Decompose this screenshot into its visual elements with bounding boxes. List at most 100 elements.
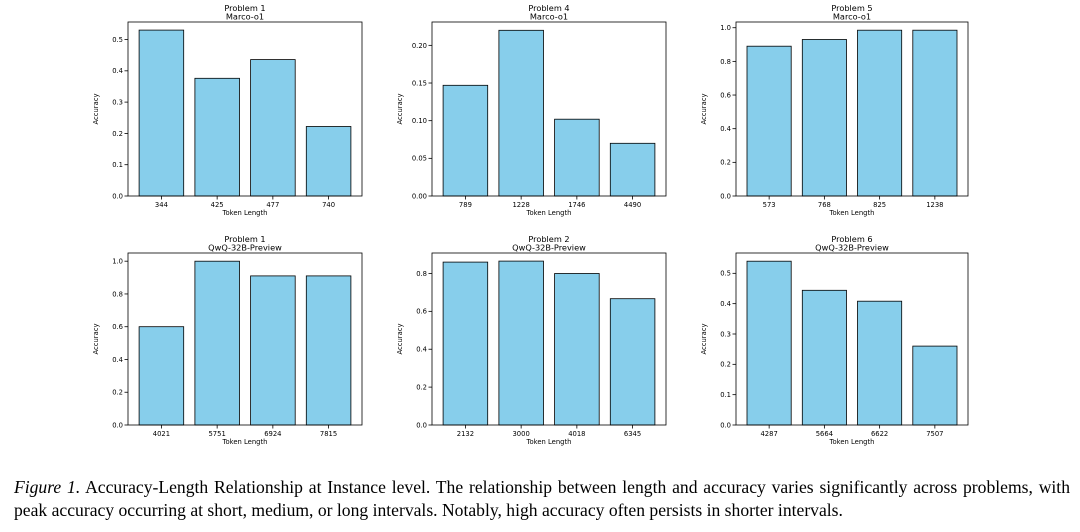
plot-frame	[127, 252, 363, 426]
y-tick-label: 0.2	[112, 389, 123, 397]
chart-panel-6: 4287 5664 6622 7507 0.0 0.1 0.2 0.3 0.4 0.5 Proble…	[700, 234, 969, 446]
figure-label: Figure 1.	[14, 477, 81, 497]
x-tick-label: 2132	[457, 430, 474, 438]
x-axis-label: Token Length	[829, 209, 875, 217]
chart-title: Problem 1	[224, 3, 265, 13]
bar-6345	[609, 298, 656, 426]
y-tick-label: 0.1	[720, 391, 731, 399]
y-tick-label: 0.8	[416, 270, 427, 278]
y-axis-label: Accuracy	[396, 93, 404, 124]
bar-1228	[498, 29, 544, 197]
y-axis-label: Accuracy	[92, 93, 100, 124]
chart-panel-3: 573 768 825 1238 0.0 0.2 0.4 0.6 0.8 1.0 Problem 5…	[700, 3, 969, 217]
x-tick-label: 6622	[871, 430, 888, 438]
y-tick-label: 0.2	[416, 384, 427, 392]
plot-frame	[431, 21, 667, 197]
y-tick-label: 0.4	[720, 125, 731, 133]
x-tick-label: 3000	[512, 430, 529, 438]
bar-4018	[554, 273, 600, 426]
x-axis-label: Token Length	[829, 438, 875, 446]
y-axis-label: Accuracy	[396, 323, 404, 354]
x-tick-label: 4018	[568, 430, 585, 438]
y-tick-label: 0.8	[112, 290, 123, 298]
bar-1238	[912, 29, 958, 197]
y-tick-label: 0.5	[720, 270, 731, 278]
chart-title: Problem 6	[831, 234, 872, 244]
x-tick-label: 6345	[624, 430, 641, 438]
bar-825	[857, 29, 903, 197]
x-tick-label: 1238	[926, 201, 943, 209]
x-tick-label: 4021	[153, 430, 170, 438]
y-tick-label: 0.4	[416, 346, 427, 354]
x-tick-label: 4490	[624, 201, 641, 209]
x-tick-label: 1228	[512, 201, 529, 209]
x-axis-label: Token Length	[222, 438, 268, 446]
y-tick-label: 0.20	[412, 42, 427, 50]
chart-subtitle: Marco-o1	[530, 12, 568, 22]
y-tick-label: 0.6	[112, 323, 123, 331]
y-tick-label: 0.5	[112, 36, 123, 44]
y-tick-label: 0.2	[112, 130, 123, 138]
bar-573	[746, 45, 792, 197]
bar-768	[801, 39, 847, 197]
bar-7507	[912, 345, 958, 426]
plot-frame	[735, 252, 969, 426]
y-tick-label: 0.0	[416, 421, 427, 429]
chart-title: Problem 5	[831, 3, 872, 13]
chart-panel-1: 344 425 477 740 0.0 0.1 0.2 0.3 0.4 0.5 Problem 1M…	[92, 3, 363, 217]
x-tick-label: 825	[873, 201, 886, 209]
plot-frame	[127, 21, 363, 197]
y-tick-label: 1.0	[720, 24, 731, 32]
y-tick-label: 0.0	[720, 192, 731, 200]
bar-3000	[498, 260, 544, 426]
plot-frame	[735, 21, 969, 197]
bar-4490	[609, 142, 656, 197]
chart-title: Problem 4	[528, 3, 569, 13]
chart-panel-5: 2132 3000 4018 6345 0.0 0.2 0.4 0.6 0.8 Problem 2…	[396, 234, 667, 446]
bar-789	[442, 84, 489, 197]
x-tick-label: 477	[266, 201, 279, 209]
bar-4287	[746, 260, 792, 426]
y-axis-label: Accuracy	[700, 93, 708, 124]
y-tick-label: 0.6	[720, 91, 731, 99]
x-tick-label: 5664	[816, 430, 833, 438]
x-tick-label: 573	[763, 201, 776, 209]
bar-740	[305, 126, 352, 197]
x-tick-label: 425	[211, 201, 224, 209]
y-axis-label: Accuracy	[700, 323, 708, 354]
y-tick-label: 0.0	[112, 421, 123, 429]
chart-subtitle: Marco-o1	[226, 12, 264, 22]
x-tick-label: 7507	[926, 430, 943, 438]
y-tick-label: 0.1	[112, 161, 123, 169]
x-tick-label: 4287	[760, 430, 777, 438]
y-tick-label: 1.0	[112, 258, 123, 266]
y-tick-label: 0.2	[720, 361, 731, 369]
y-tick-label: 0.0	[112, 192, 123, 200]
x-axis-label: Token Length	[526, 209, 572, 217]
chart-subtitle: QwQ-32B-Preview	[512, 243, 586, 253]
bar-5664	[801, 289, 847, 426]
y-tick-label: 0.0	[720, 421, 731, 429]
y-axis-label: Accuracy	[92, 323, 100, 354]
y-tick-label: 0.15	[412, 79, 427, 87]
x-axis-label: Token Length	[526, 438, 572, 446]
bar-6622	[857, 300, 903, 426]
x-tick-label: 768	[818, 201, 831, 209]
chart-title: Problem 1	[224, 234, 265, 244]
chart-subtitle: Marco-o1	[833, 12, 871, 22]
bar-425	[194, 77, 240, 197]
chart-subtitle: QwQ-32B-Preview	[815, 243, 889, 253]
bar-477	[250, 59, 296, 197]
bar-5751	[194, 260, 240, 426]
plot-frame	[431, 252, 667, 426]
y-tick-label: 0.10	[412, 117, 427, 125]
x-tick-label: 6924	[264, 430, 281, 438]
bar-2132	[442, 261, 489, 426]
figure-caption-text: Accuracy-Length Relationship at Instance…	[14, 477, 1070, 520]
y-tick-label: 0.4	[720, 300, 731, 308]
y-tick-label: 0.6	[416, 308, 427, 316]
y-tick-label: 0.00	[412, 192, 427, 200]
bar-6924	[250, 275, 296, 426]
chart-panel-4: 4021 5751 6924 7815 0.0 0.2 0.4 0.6 0.8 1.0 Proble…	[92, 234, 363, 446]
